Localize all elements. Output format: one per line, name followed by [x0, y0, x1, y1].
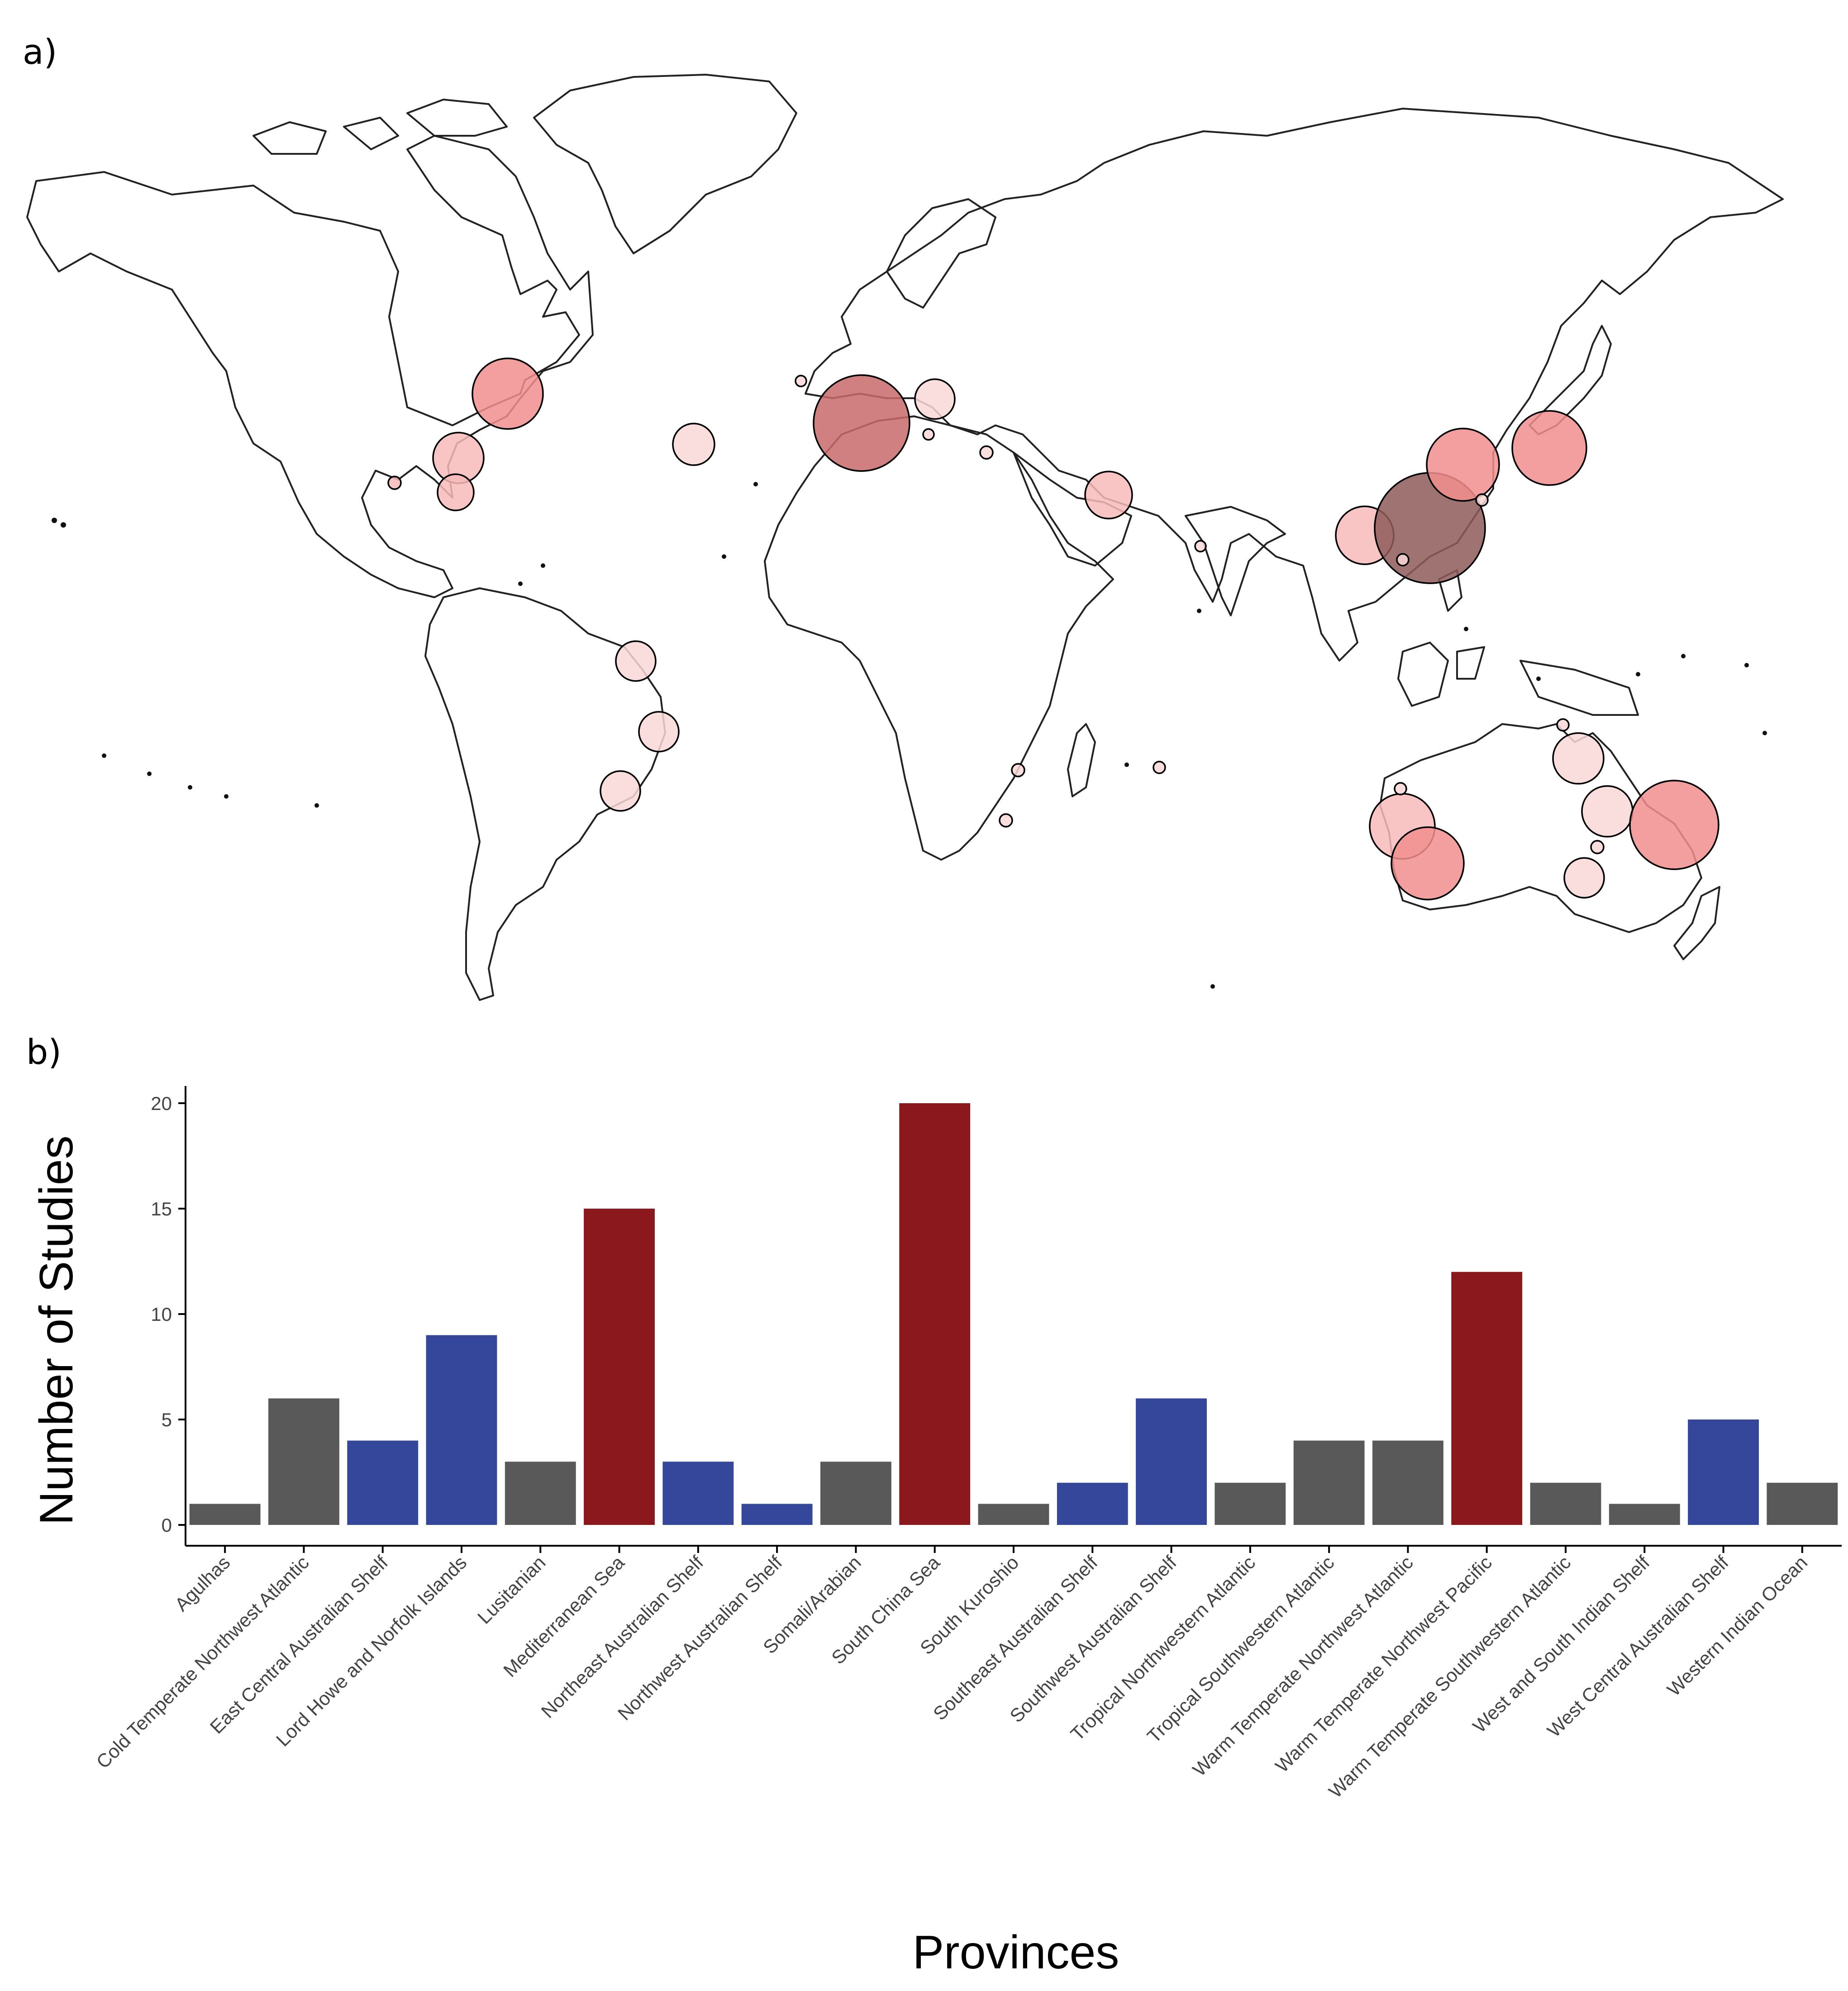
- bar: [584, 1209, 655, 1525]
- study-bubble: [638, 711, 680, 753]
- x-tick-label: Agulhas: [171, 1552, 234, 1615]
- bar: [268, 1398, 339, 1525]
- x-axis-title: Provinces: [913, 1926, 1119, 1979]
- bar: [1609, 1504, 1680, 1525]
- y-tick-label: 5: [162, 1409, 172, 1430]
- study-bubble: [1563, 857, 1605, 899]
- study-bubble: [1475, 493, 1489, 507]
- study-bubble: [979, 445, 994, 460]
- study-bubble: [1556, 718, 1570, 732]
- study-bubble: [615, 640, 657, 682]
- coast-north-america: [26, 135, 594, 598]
- coast-africa: [764, 415, 1114, 861]
- study-bubble: [1396, 553, 1410, 567]
- bar: [1215, 1482, 1286, 1525]
- panel-label-b: b): [26, 1032, 62, 1072]
- coast-madagascar: [1067, 723, 1096, 797]
- study-bubbles: [387, 357, 1719, 900]
- y-tick-label: 10: [151, 1304, 172, 1325]
- coast-scandinavia: [886, 198, 996, 309]
- bar: [189, 1504, 261, 1525]
- study-bubble: [914, 378, 956, 420]
- coast-australia: [1379, 723, 1702, 933]
- bar: [978, 1504, 1049, 1525]
- bars: [189, 1103, 1838, 1525]
- x-tick-label: Southeast Australian Shelf: [929, 1552, 1102, 1724]
- study-bubble: [1511, 410, 1587, 486]
- study-bubble: [472, 357, 544, 430]
- panel-label-a: a): [23, 32, 57, 72]
- y-ticks: 0 5 10 15 20: [151, 1093, 186, 1536]
- bar: [426, 1335, 497, 1525]
- bar: [1451, 1272, 1523, 1525]
- study-bubble: [1391, 826, 1465, 900]
- bar: [1057, 1482, 1128, 1525]
- bar: [1372, 1440, 1443, 1525]
- bar: [1136, 1398, 1207, 1525]
- study-bubble: [1581, 785, 1634, 838]
- study-bubble: [795, 375, 807, 387]
- study-bubble: [1426, 428, 1500, 502]
- bar: [1530, 1482, 1601, 1525]
- study-bubble: [813, 374, 910, 472]
- y-tick-label: 15: [151, 1198, 172, 1219]
- coast-arctic-islands: [252, 99, 508, 155]
- study-bubble: [922, 428, 935, 441]
- study-bubble: [1084, 471, 1133, 519]
- coast-india: [1185, 506, 1286, 616]
- y-tick-label: 20: [151, 1093, 172, 1114]
- study-bubble: [999, 813, 1013, 828]
- study-bubble: [437, 473, 475, 511]
- study-bubble: [1194, 540, 1207, 553]
- x-tick-label: Northwest Australian Shelf: [614, 1552, 786, 1724]
- y-axis: 0 5 10 15 20: [151, 1086, 186, 1546]
- study-bubble: [1552, 732, 1605, 785]
- bar: [899, 1103, 971, 1525]
- study-bubble: [1011, 763, 1025, 777]
- island-dots: [52, 482, 1767, 989]
- study-bubble: [1394, 782, 1407, 795]
- study-bubble: [600, 770, 641, 812]
- bar: [662, 1462, 734, 1525]
- x-tick-label: Southwest Australian Shelf: [1005, 1552, 1181, 1727]
- coast-arabia: [1013, 452, 1132, 567]
- coast-se-asia-islands: [1397, 569, 1639, 716]
- bar: [820, 1462, 891, 1525]
- y-axis-title: Number of Studies: [30, 1135, 83, 1525]
- y-tick-label: 0: [162, 1515, 172, 1536]
- bar: [741, 1504, 813, 1525]
- bar: [347, 1440, 419, 1525]
- bar: [1293, 1440, 1365, 1525]
- study-bubble: [387, 476, 402, 490]
- coast-eurasia: [805, 108, 1784, 662]
- bar: [1688, 1419, 1759, 1525]
- x-tick-label: Lusitanian: [473, 1552, 550, 1628]
- study-bubble: [1590, 840, 1605, 854]
- coast-greenland: [533, 74, 797, 254]
- bar: [1767, 1482, 1838, 1525]
- x-tick-label: Northeast Australian Shelf: [537, 1552, 708, 1722]
- world-map: [26, 74, 1784, 1001]
- bar: [505, 1462, 576, 1525]
- coastlines: [26, 74, 1784, 1001]
- study-bubble: [1153, 761, 1166, 774]
- x-tick-label: Western Indian Ocean: [1663, 1552, 1811, 1700]
- coast-new-zealand: [1673, 886, 1720, 960]
- study-bubble: [1629, 780, 1719, 870]
- study-bubble: [672, 423, 715, 466]
